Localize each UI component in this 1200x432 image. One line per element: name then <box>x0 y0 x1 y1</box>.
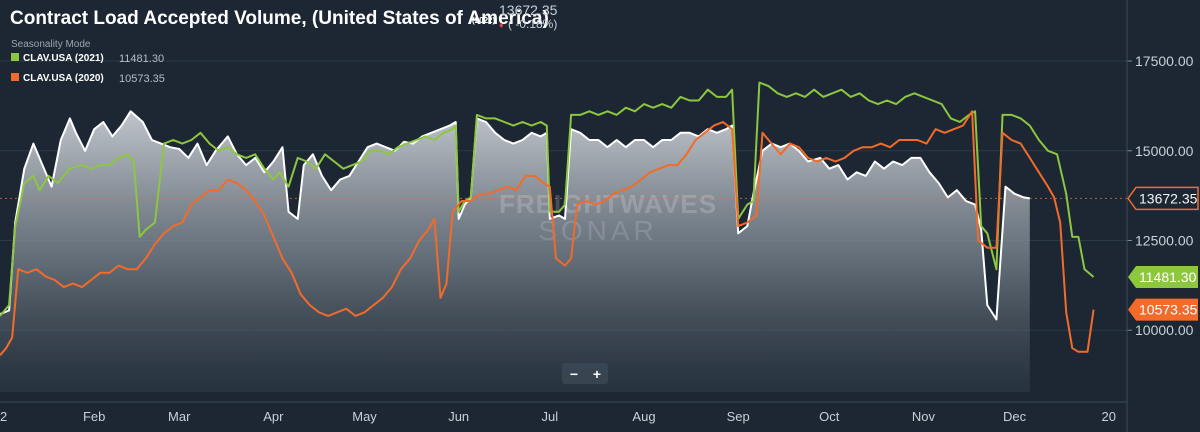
area-clav-usa-2022 <box>0 111 1030 393</box>
legend-value-2020: 10573.35 <box>119 73 165 85</box>
down-arrow-icon: ♦ <box>499 20 504 30</box>
x-tick-label-jul: Jul <box>542 409 559 424</box>
price-tag-value: 11481.30 <box>1139 269 1197 285</box>
series-line-clav-usa-2021 <box>0 81 1095 317</box>
y-tick-label-12500: 12500.00 <box>1135 232 1194 248</box>
zoom-controls: − + <box>562 363 608 384</box>
zoom-out-button[interactable]: − <box>570 366 578 382</box>
legend-label-2021: CLAV.USA (2021) <box>23 53 104 64</box>
x-tick-label-nov: Nov <box>912 409 936 424</box>
y-tick-label-17500: 17500.00 <box>1135 53 1194 69</box>
area-layer <box>0 111 1030 393</box>
zoom-in-button[interactable]: + <box>593 366 601 382</box>
series-lines <box>0 81 1095 356</box>
watermark-product: SONAR <box>538 215 658 246</box>
x-tick-label-dec: Dec <box>1003 409 1027 424</box>
series-line-clav-usa-2022 <box>0 110 1030 321</box>
watermark-brand: FREIGHTWAVES <box>499 189 717 219</box>
price-tag-13672-35: 13672.35 <box>1127 186 1199 211</box>
price-tag-shape <box>1127 186 1199 211</box>
seasonality-mode-label: Seasonality Mode <box>11 39 91 50</box>
x-tick-label-apr: Apr <box>263 409 284 424</box>
year-tag: (2022) <box>472 16 495 25</box>
change-percent: ( -0.18%) <box>508 17 557 31</box>
chart-title: Contract Load Accepted Volume, (United S… <box>10 8 549 29</box>
legend: CLAV.USA (2021) 11481.30 CLAV.USA (2020)… <box>11 53 165 85</box>
current-value: 13672.35 <box>499 2 558 18</box>
price-tag-11481-30: 11481.30 <box>1128 266 1198 289</box>
price-tag-value: 10573.35 <box>1139 302 1198 318</box>
x-tick-label-feb: Feb <box>83 409 105 424</box>
x-tick-label-jun: Jun <box>448 409 469 424</box>
y-tick-label-10000: 10000.00 <box>1135 322 1194 338</box>
x-axis: 22 Feb Mar Apr May Jun Jul Aug Sep Oct Nov Dec 20 <box>0 401 1127 424</box>
series-line-clav-usa-2020 <box>0 110 1095 356</box>
watermark: FREIGHTWAVES SONAR <box>499 189 717 246</box>
price-tag-10573-35: 10573.35 <box>1128 298 1198 321</box>
x-tick-label-aug: Aug <box>632 409 655 424</box>
price-tag-shape <box>1128 298 1198 321</box>
x-tick-label-20: 20 <box>1102 409 1116 424</box>
legend-item-2020[interactable]: CLAV.USA (2020) 10573.35 <box>11 73 165 85</box>
legend-value-2021: 11481.30 <box>119 53 164 65</box>
legend-swatch-2021 <box>11 53 19 61</box>
x-tick-label-may: May <box>352 409 377 424</box>
chart-header: Contract Load Accepted Volume, (United S… <box>10 2 558 50</box>
price-tag-shape <box>1128 266 1198 289</box>
price-tag-value: 13672.35 <box>1139 190 1198 206</box>
x-tick-label-oct: Oct <box>819 409 840 424</box>
x-tick-label-mar: Mar <box>168 409 191 424</box>
legend-swatch-2020 <box>11 73 19 81</box>
x-tick-label-sep: Sep <box>727 409 750 424</box>
legend-label-2020: CLAV.USA (2020) <box>23 73 104 84</box>
x-tick-label-22: 22 <box>0 409 7 424</box>
zoom-bar <box>562 363 608 384</box>
y-axis: 10000.00 12500.00 15000.00 17500.00 <box>1126 0 1194 432</box>
price-tags: 13672.35 11481.30 10573.35 <box>1127 186 1199 321</box>
y-tick-label-15000: 15000.00 <box>1135 143 1194 159</box>
legend-item-2021[interactable]: CLAV.USA (2021) 11481.30 <box>11 53 164 65</box>
